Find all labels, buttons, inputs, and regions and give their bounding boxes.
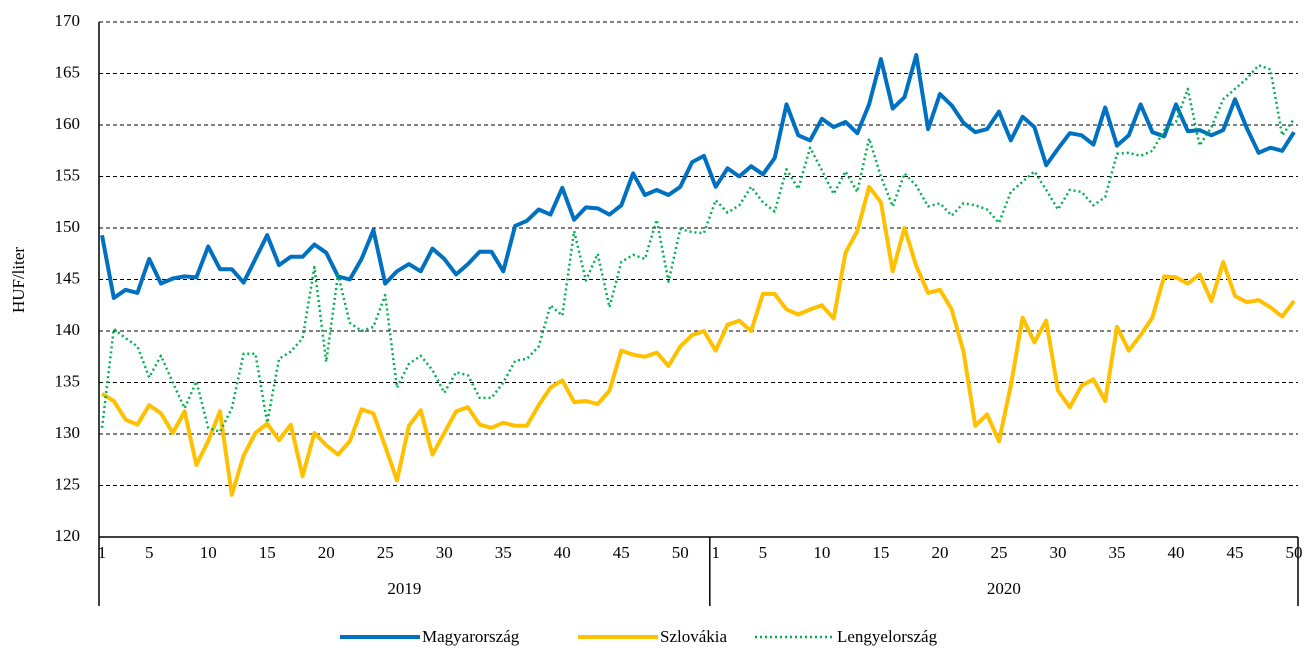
x-tick-label: 1 bbox=[98, 543, 107, 562]
x-tick-label: 40 bbox=[554, 543, 571, 562]
x-group-label: 2019 bbox=[387, 579, 421, 598]
legend-label: Szlovákia bbox=[660, 627, 727, 646]
x-tick-label: 30 bbox=[1049, 543, 1066, 562]
y-tick-label: 160 bbox=[55, 114, 81, 133]
series-line bbox=[100, 53, 1296, 300]
x-tick-label: 10 bbox=[813, 543, 830, 562]
x-tick-label: 40 bbox=[1167, 543, 1184, 562]
x-tick-label: 50 bbox=[1286, 543, 1303, 562]
series-line bbox=[100, 64, 1296, 434]
y-tick-label: 170 bbox=[55, 11, 81, 30]
y-tick-label: 120 bbox=[55, 526, 81, 545]
y-axis-label: HUF/liter bbox=[9, 247, 28, 313]
series-line bbox=[100, 184, 1296, 497]
x-tick-label: 1 bbox=[711, 543, 720, 562]
y-tick-label: 135 bbox=[55, 371, 81, 390]
x-tick-label: 5 bbox=[759, 543, 768, 562]
y-tick-label: 125 bbox=[55, 474, 81, 493]
x-tick-label: 15 bbox=[872, 543, 889, 562]
x-tick-label: 35 bbox=[495, 543, 512, 562]
legend-label: Magyarország bbox=[422, 627, 520, 646]
y-tick-label: 140 bbox=[55, 320, 81, 339]
x-tick-label: 5 bbox=[145, 543, 154, 562]
x-tick-label: 20 bbox=[318, 543, 335, 562]
y-tick-label: 130 bbox=[55, 423, 81, 442]
x-tick-label: 25 bbox=[377, 543, 394, 562]
legend-label: Lengyelország bbox=[837, 627, 938, 646]
x-tick-label: 10 bbox=[200, 543, 217, 562]
x-tick-label: 45 bbox=[613, 543, 630, 562]
y-tick-label: 165 bbox=[55, 62, 81, 81]
y-tick-label: 145 bbox=[55, 268, 81, 287]
x-tick-label: 45 bbox=[1226, 543, 1243, 562]
x-tick-label: 25 bbox=[990, 543, 1007, 562]
x-group-label: 2020 bbox=[987, 579, 1021, 598]
x-tick-label: 30 bbox=[436, 543, 453, 562]
x-tick-label: 20 bbox=[931, 543, 948, 562]
y-tick-label: 150 bbox=[55, 217, 81, 236]
x-tick-label: 50 bbox=[672, 543, 689, 562]
x-tick-label: 15 bbox=[259, 543, 276, 562]
x-tick-label: 35 bbox=[1108, 543, 1125, 562]
y-tick-label: 155 bbox=[55, 165, 81, 184]
